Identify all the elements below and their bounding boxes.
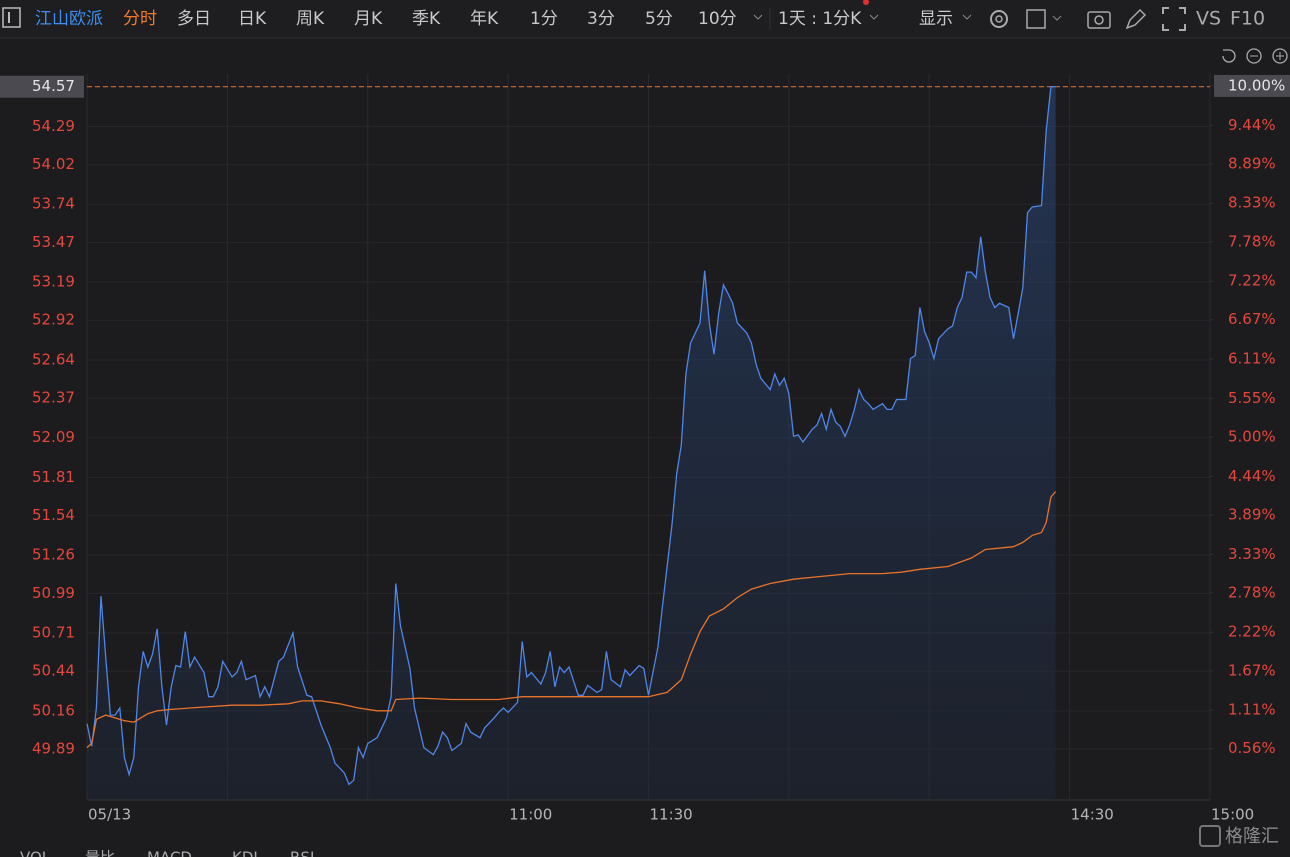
- y-tick-label: 51.54: [32, 506, 75, 524]
- y-tick-label: 50.44: [32, 662, 75, 680]
- y2-tick-label: 7.22%: [1228, 272, 1276, 290]
- y-tick-label: 51.26: [32, 546, 75, 564]
- zoom-in-icon[interactable]: [1272, 48, 1288, 64]
- y-tick-label: 51.81: [32, 468, 75, 486]
- x-tick-label: 05/13: [88, 806, 131, 824]
- camera-lens: [1094, 15, 1104, 25]
- chevron[interactable]: [869, 14, 879, 20]
- chevron[interactable]: [753, 14, 763, 20]
- area-fill: [87, 86, 1056, 800]
- y-tick-label: 52.37: [32, 389, 75, 407]
- x-tick-label: 11:00: [509, 806, 552, 824]
- settings-icon-core: [995, 15, 1003, 23]
- zoom-in-plus: [1276, 52, 1284, 60]
- zoom-out-icon[interactable]: [1246, 48, 1262, 64]
- y-tick-label: 54.02: [32, 155, 75, 173]
- indicator-tab[interactable]: VOL: [20, 849, 51, 857]
- y-tick-label: 53.74: [32, 195, 75, 213]
- fullscreen-icon[interactable]: [1162, 7, 1186, 31]
- y2-tick-label: 8.89%: [1228, 154, 1276, 172]
- period-tab[interactable]: 10分: [698, 9, 737, 29]
- y-tick-label: 52.09: [32, 428, 75, 446]
- y2-tick-label: 3.89%: [1228, 505, 1276, 523]
- y2-tick-label: 5.55%: [1228, 389, 1276, 407]
- y2-tick-label: 4.44%: [1228, 467, 1276, 485]
- x-tick-label: 11:30: [650, 806, 693, 824]
- display-menu[interactable]: 显示: [919, 9, 953, 29]
- y2-tick-label: 9.44%: [1228, 116, 1276, 134]
- plot: [86, 86, 1210, 800]
- period-tab[interactable]: 月K: [354, 9, 383, 29]
- camera-icon[interactable]: [1087, 11, 1111, 29]
- y-tick-label: 54.57: [32, 77, 75, 95]
- y-tick-label: 50.99: [32, 584, 75, 602]
- tick-highlight: [0, 75, 84, 98]
- chevron[interactable]: [962, 14, 972, 20]
- y-tick-label: 54.29: [32, 117, 75, 135]
- indicator-tab[interactable]: MACD: [147, 849, 192, 857]
- period-tab[interactable]: 周K: [296, 9, 325, 29]
- y-tick-label: 53.47: [32, 233, 75, 251]
- y2-tick-label: 5.00%: [1228, 428, 1276, 446]
- y-tick-label: 52.92: [32, 311, 75, 329]
- watermark-text: 格隆汇: [1225, 826, 1279, 847]
- y2-tick-label: 3.33%: [1228, 545, 1276, 563]
- series-line: [86, 86, 1056, 786]
- x-tick-label: 15:00: [1211, 806, 1254, 824]
- y-tick-label: 52.64: [32, 350, 75, 368]
- y-tick-label: 50.71: [32, 624, 75, 642]
- watermark: 格隆汇: [1199, 825, 1279, 847]
- square-icon[interactable]: [1026, 9, 1046, 29]
- f10-button[interactable]: F10: [1230, 8, 1265, 30]
- period-select[interactable]: 1天 : 1分K: [778, 9, 862, 29]
- sidebar-icon[interactable]: [2, 7, 21, 28]
- period-tab[interactable]: 1分: [530, 9, 558, 29]
- y2-tick-label: 6.67%: [1228, 310, 1276, 328]
- y2-tick-label: 7.78%: [1228, 232, 1276, 250]
- x-tick-label: 14:30: [1071, 806, 1114, 824]
- settings-icon[interactable]: [990, 10, 1008, 28]
- period-tab[interactable]: 3分: [587, 9, 615, 29]
- indicator-tab[interactable]: KDJ: [232, 849, 258, 857]
- y2-tick-label: 10.00%: [1228, 76, 1285, 94]
- series-line: [86, 491, 1057, 749]
- y2-tick-label: 2.78%: [1228, 583, 1276, 601]
- y2-tick-label: 6.11%: [1228, 350, 1276, 368]
- toolbar: 江山欧派 1天 : 1分K 显示 VS F10: [0, 0, 1290, 39]
- y2-tick-label: 1.67%: [1228, 661, 1276, 679]
- tick-highlight: [1214, 74, 1290, 97]
- indicator-tab[interactable]: 量比: [85, 849, 115, 857]
- y-tick-label: 50.16: [32, 701, 75, 719]
- watermark-logo: [1199, 825, 1221, 847]
- y2-tick-label: 0.56%: [1228, 739, 1276, 757]
- notify-dot: [863, 0, 869, 5]
- stock-name[interactable]: 江山欧派: [35, 9, 103, 29]
- period-tab[interactable]: 5分: [645, 9, 673, 29]
- axes: 54.57 54.29 54.02 53.74 53.47 53.19 52.92 52.64…: [0, 74, 1290, 824]
- y2-tick-label: 1.11%: [1228, 701, 1276, 719]
- zoom-controls: [1222, 48, 1288, 64]
- period-tab[interactable]: 分时: [123, 9, 157, 29]
- y-tick-label: 53.19: [32, 273, 75, 291]
- period-tab[interactable]: 多日: [177, 9, 211, 29]
- undo-icon[interactable]: [1222, 49, 1236, 63]
- pen-icon[interactable]: [1125, 8, 1147, 30]
- toolbar-bg: [0, 0, 1290, 38]
- period-tab[interactable]: 年K: [470, 9, 499, 29]
- chevron[interactable]: [1052, 15, 1062, 21]
- y2-tick-label: 8.33%: [1228, 194, 1276, 212]
- y2-tick-label: 2.22%: [1228, 623, 1276, 641]
- period-tab[interactable]: 季K: [412, 9, 441, 29]
- y-tick-label: 49.89: [32, 740, 75, 758]
- vs-button[interactable]: VS: [1196, 8, 1221, 30]
- period-tab[interactable]: 日K: [238, 9, 267, 29]
- indicator-tab[interactable]: RSI: [290, 849, 314, 857]
